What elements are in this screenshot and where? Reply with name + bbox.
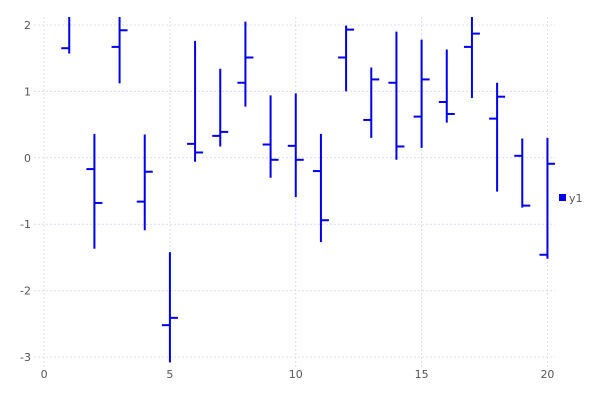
y-tick-label: -3: [20, 351, 31, 364]
legend: y1: [559, 192, 583, 205]
y-tick-label: -2: [20, 285, 31, 298]
tick-labels: 0 5 10 15 20 -3 -2 -1 0 1 2: [20, 19, 554, 381]
y-tick-label: 2: [24, 19, 31, 32]
ohlc-bars: [61, 17, 555, 363]
y-tick-label: -1: [20, 218, 31, 231]
y-tick-label: 0: [24, 152, 31, 165]
legend-swatch: [559, 194, 566, 201]
x-tick-label: 15: [415, 368, 429, 381]
x-tick-label: 10: [289, 368, 303, 381]
x-tick-label: 5: [166, 368, 173, 381]
x-tick-label: 0: [41, 368, 48, 381]
x-tick-label: 20: [540, 368, 554, 381]
legend-label: y1: [569, 192, 583, 205]
y-tick-label: 1: [24, 85, 31, 98]
grid: [34, 17, 555, 367]
